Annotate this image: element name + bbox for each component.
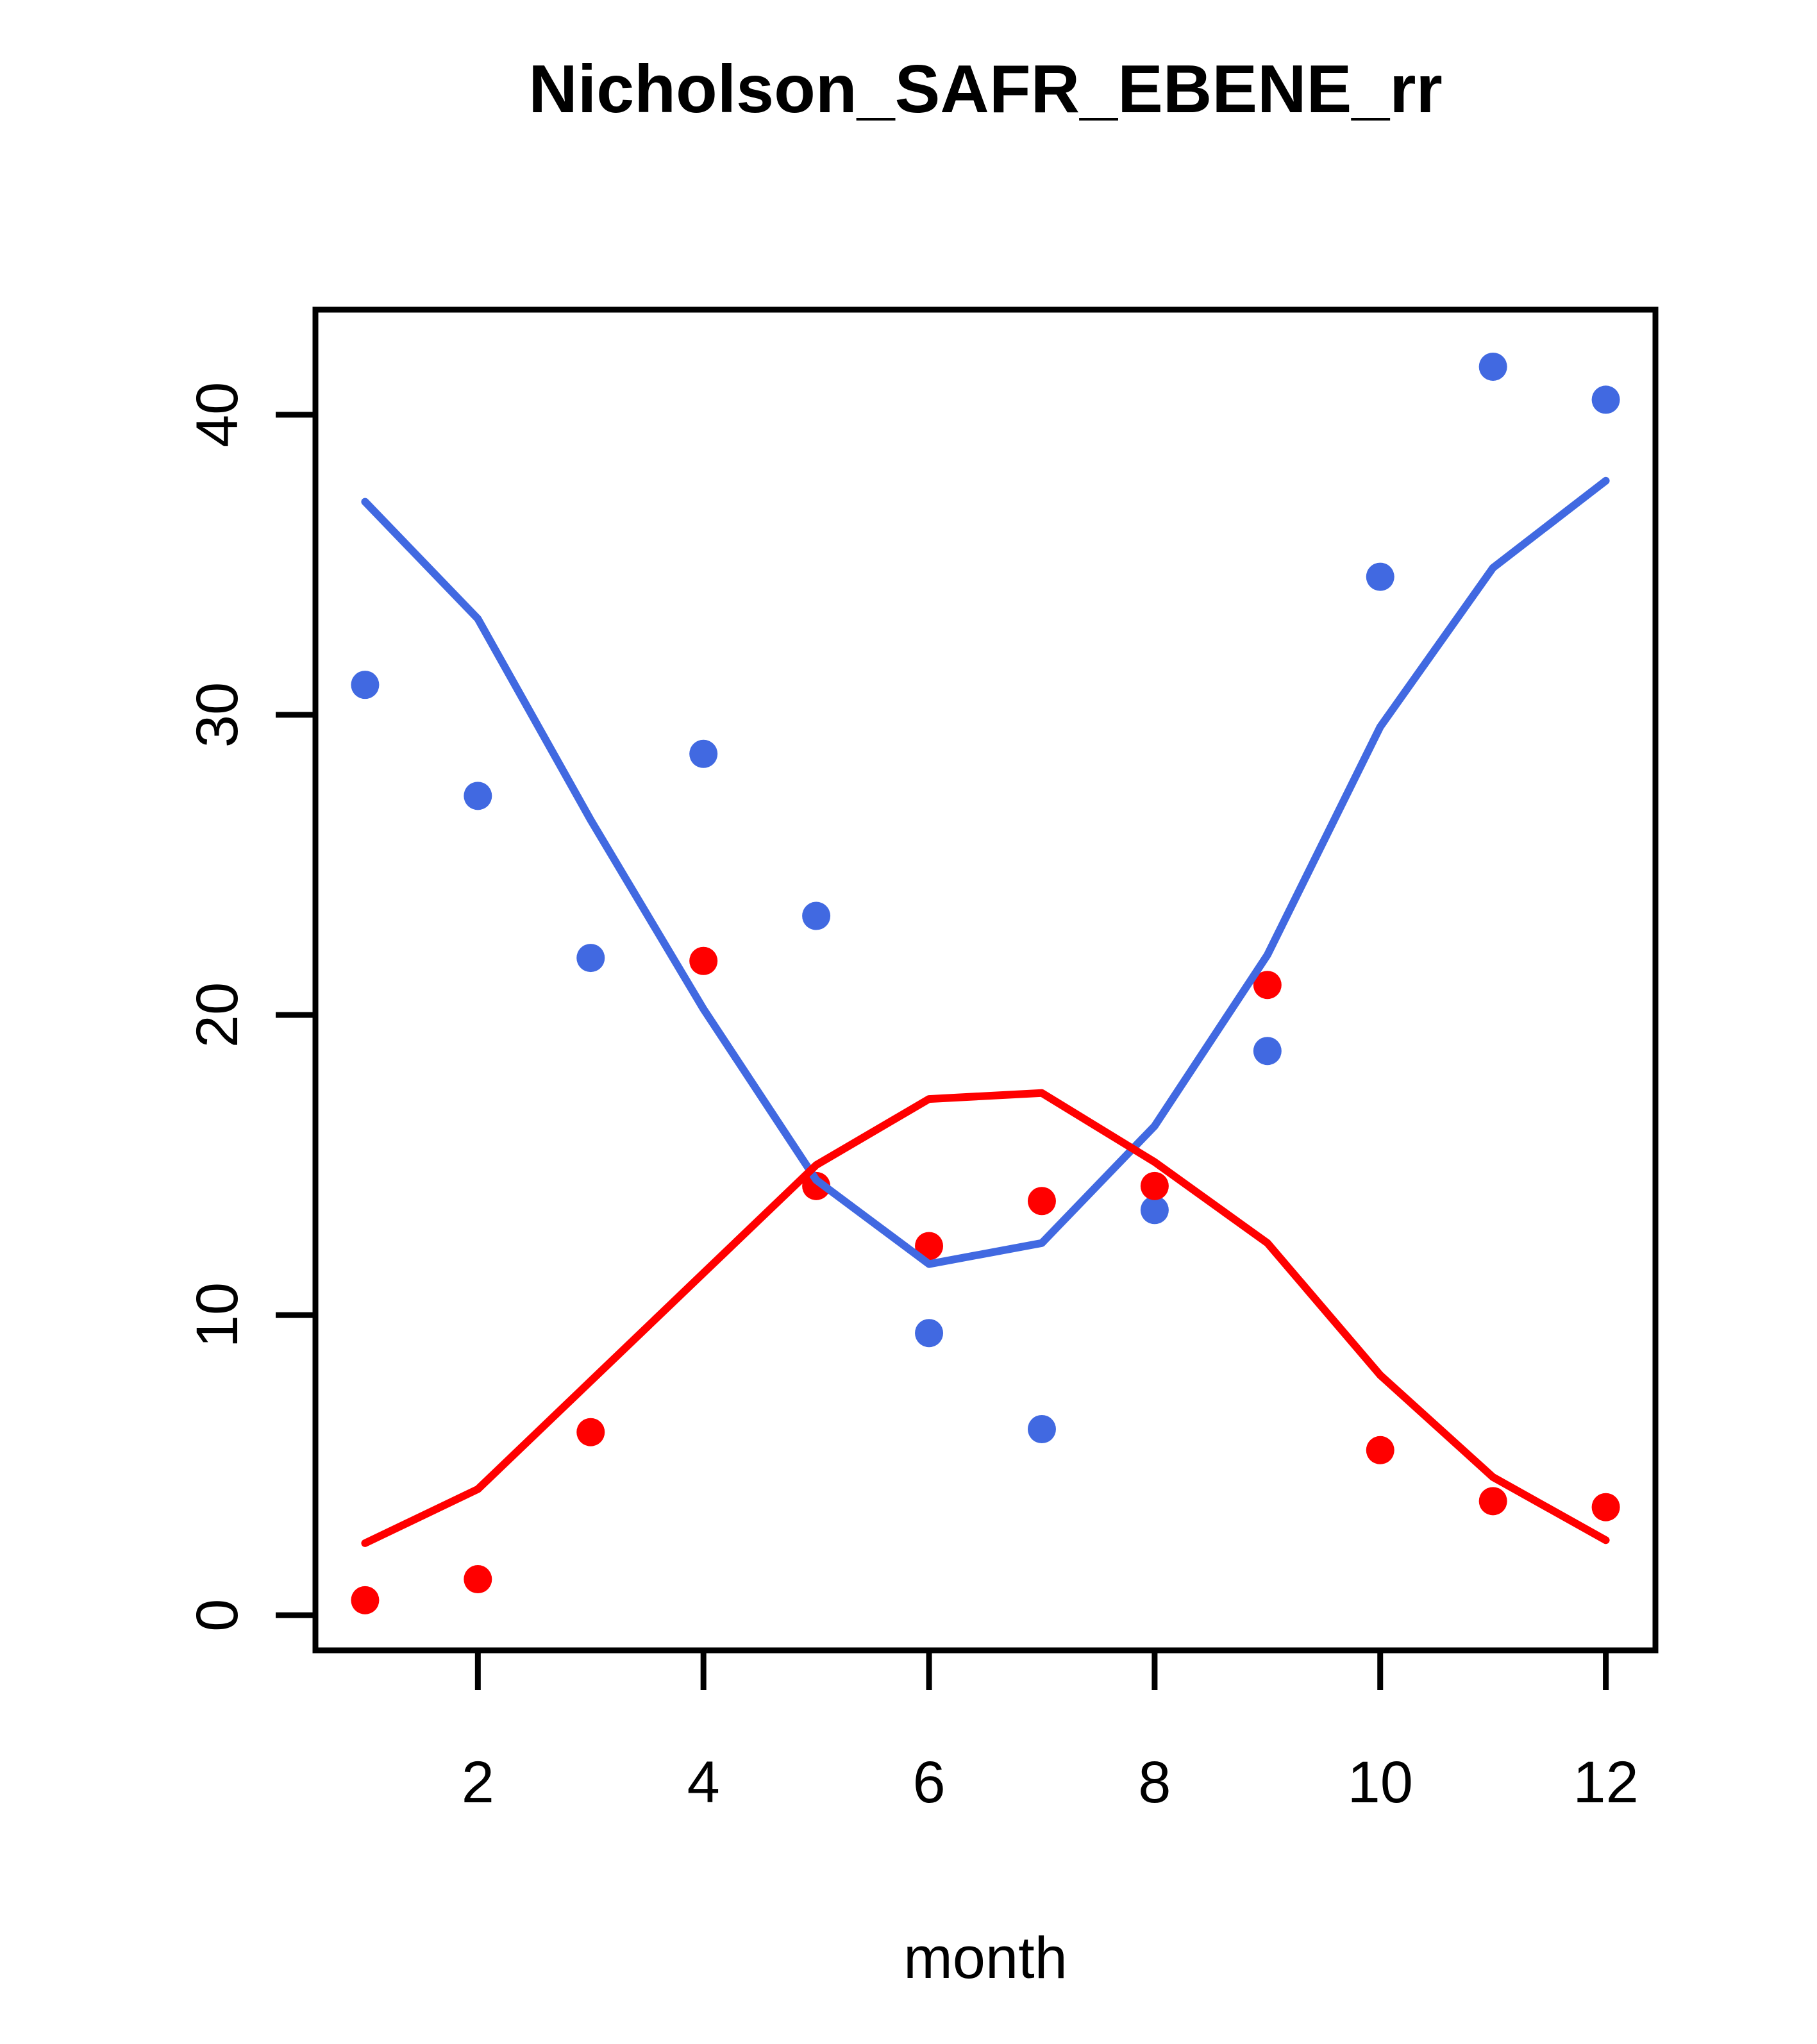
plot-box [312,306,1659,1654]
data-point [1253,971,1282,1000]
y-tick-label: 40 [185,382,250,448]
data-point [1478,352,1507,381]
data-point [464,1565,492,1594]
data-point [802,1171,831,1200]
x-tick-label: 4 [687,1750,720,1815]
y-tick-label: 20 [185,982,250,1048]
data-point [1591,385,1620,414]
data-point [1027,1187,1056,1216]
data-point [351,1586,380,1614]
red-fitted-line [361,1089,1610,1547]
data-point [576,1418,605,1446]
data-series [351,352,1620,1614]
blue-observations [351,352,1620,1444]
y-tick-label: 10 [185,1282,250,1348]
plot-border [312,306,1659,1654]
x-tick-label: 8 [1138,1750,1171,1815]
x-tick-label: 2 [462,1750,494,1815]
x-tick-label: 12 [1573,1750,1638,1815]
data-point [464,782,492,810]
x-axis-label: month [903,1925,1068,1991]
red-observations [351,946,1620,1614]
data-point [1140,1171,1169,1200]
data-point [689,739,718,768]
chart-title: Nicholson_SAFR_EBENE_rr [528,51,1442,127]
data-point [1366,1436,1394,1464]
data-point [576,944,605,973]
data-point [1366,562,1394,591]
data-point [915,1232,944,1261]
x-tick-label: 10 [1348,1750,1413,1815]
x-tick-label: 6 [912,1750,945,1815]
data-point [1140,1196,1169,1225]
y-axis: 0 10 20 30 40 [185,382,315,1632]
data-point [1478,1487,1507,1516]
y-tick-label: 30 [185,682,250,748]
data-point [915,1319,944,1348]
y-tick-label: 0 [185,1599,250,1632]
data-point [1253,1037,1282,1066]
data-point [1591,1493,1620,1521]
data-point [1027,1415,1056,1444]
blue-fitted-line [361,476,1610,1268]
x-axis: 2 4 6 8 10 12 [462,1650,1639,1815]
data-point [351,671,380,699]
data-point [689,946,718,975]
data-point [802,901,831,930]
